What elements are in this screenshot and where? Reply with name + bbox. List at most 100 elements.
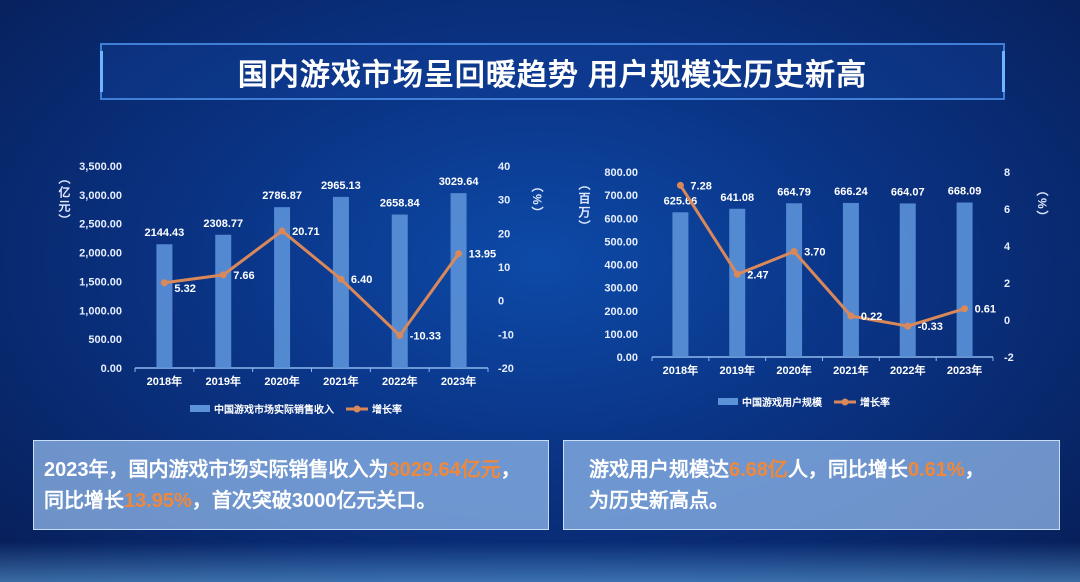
revenue-y-tick: 1,500.00 bbox=[79, 276, 122, 288]
revenue-growth-label: -10.33 bbox=[410, 330, 441, 342]
revenue-y2-tick: 40 bbox=[498, 161, 510, 173]
users-y2-tick: 8 bbox=[1004, 167, 1010, 179]
users-legend-bar-swatch bbox=[718, 398, 738, 405]
revenue-x-tick-label: 2022年 bbox=[382, 374, 417, 388]
summary-highlight: 0.61% bbox=[907, 459, 965, 481]
users-y-tick: 600.00 bbox=[604, 213, 638, 225]
users-y2-tick: 4 bbox=[1004, 241, 1011, 253]
revenue-bar bbox=[450, 193, 467, 368]
users-bar-label: 664.79 bbox=[777, 186, 811, 198]
summary-highlight: 3029.64亿元 bbox=[388, 459, 501, 481]
summary-box-revenue: 2023年，国内游戏市场实际销售收入为3029.64亿元， 同比增长13.95%… bbox=[33, 440, 549, 530]
summary-text: 人，同比增长 bbox=[787, 459, 908, 481]
revenue-bar bbox=[156, 244, 173, 368]
revenue-y-tick: 1,000.00 bbox=[79, 305, 122, 317]
bottom-glow bbox=[0, 542, 1080, 582]
users-bar bbox=[899, 203, 916, 357]
users-y-tick: 300.00 bbox=[604, 283, 638, 295]
revenue-bar-label: 3029.64 bbox=[439, 176, 480, 188]
revenue-y2-tick: -20 bbox=[498, 363, 514, 375]
users-y-tick: 400.00 bbox=[604, 260, 638, 272]
revenue-y-tick: 0.00 bbox=[101, 363, 122, 375]
users-legend-line-marker bbox=[841, 398, 849, 406]
summary-text: 为历史新高点。 bbox=[589, 490, 729, 512]
users-x-tick-label: 2018年 bbox=[663, 363, 698, 377]
revenue-growth-label: 7.66 bbox=[233, 270, 254, 282]
revenue-bar bbox=[215, 234, 232, 368]
users-growth-label: 3.70 bbox=[804, 247, 825, 259]
users-legend-bar-label: 中国游戏用户规模 bbox=[742, 396, 823, 409]
users-growth-point bbox=[676, 181, 684, 189]
users-y-tick: 200.00 bbox=[604, 306, 638, 318]
users-legend-line-label: 增长率 bbox=[860, 396, 890, 409]
revenue-growth-point bbox=[337, 275, 345, 283]
users-x-tick-label: 2021年 bbox=[833, 363, 868, 377]
users-x-tick-label: 2023年 bbox=[947, 363, 982, 377]
users-y2-tick: 2 bbox=[1004, 278, 1010, 290]
users-bar-label: 666.24 bbox=[834, 186, 869, 198]
summary-text: 同比增长 bbox=[44, 490, 124, 512]
users-y-tick: 800.00 bbox=[604, 167, 638, 179]
revenue-growth-point bbox=[455, 250, 463, 258]
users-growth-label: 2.47 bbox=[747, 269, 768, 281]
revenue-y-tick: 2,500.00 bbox=[79, 219, 122, 231]
revenue-growth-label: 20.71 bbox=[292, 226, 320, 238]
revenue-legend-line-marker bbox=[353, 405, 361, 413]
revenue-x-tick-label: 2020年 bbox=[264, 374, 299, 388]
users-y-tick: 100.00 bbox=[604, 329, 638, 341]
users-bar bbox=[729, 208, 746, 357]
revenue-bar-label: 2144.43 bbox=[145, 227, 185, 239]
users-growth-label: 7.28 bbox=[690, 180, 711, 192]
right-chart-y2-axis-label: （%） bbox=[1035, 184, 1049, 225]
revenue-y-tick: 2,000.00 bbox=[79, 248, 122, 260]
users-growth-point bbox=[847, 312, 855, 320]
users-growth-line bbox=[679, 184, 966, 328]
users-growth-point bbox=[904, 322, 912, 330]
left-chart-y2-axis-label: （%） bbox=[530, 180, 544, 221]
revenue-growth-point bbox=[396, 331, 404, 339]
revenue-x-tick-label: 2021年 bbox=[323, 374, 358, 388]
users-bar bbox=[786, 203, 803, 357]
revenue-bar bbox=[391, 214, 408, 368]
revenue-legend-bar-label: 中国游戏市场实际销售收入 bbox=[214, 403, 334, 416]
summary-highlight: 6.68亿 bbox=[729, 459, 788, 481]
users-x-tick-label: 2022年 bbox=[890, 363, 925, 377]
revenue-legend-bar-swatch bbox=[190, 405, 210, 412]
revenue-bar-label: 2965.13 bbox=[321, 180, 361, 192]
summary-box-users: 游戏用户规模达6.68亿人，同比增长0.61%， 为历史新高点。 bbox=[563, 440, 1060, 530]
summary-text: 游戏用户规模达 bbox=[589, 459, 729, 481]
users-y-tick: 700.00 bbox=[604, 190, 638, 202]
revenue-y-tick: 500.00 bbox=[88, 334, 122, 346]
revenue-growth-line bbox=[164, 229, 460, 338]
users-bar bbox=[672, 212, 689, 357]
revenue-legend-line-label: 增长率 bbox=[372, 403, 402, 416]
summary-text: ， bbox=[964, 459, 985, 481]
revenue-y2-tick: 0 bbox=[498, 296, 504, 308]
revenue-y2-tick: 10 bbox=[498, 262, 510, 274]
revenue-bar-label: 2786.87 bbox=[262, 190, 302, 202]
users-bar-label: 668.09 bbox=[948, 186, 982, 198]
users-y-tick: 0.00 bbox=[617, 352, 638, 364]
users-bar bbox=[842, 202, 859, 357]
summary-text: ，首次突破3000亿元关口。 bbox=[191, 490, 437, 512]
revenue-growth-label: 13.95 bbox=[469, 249, 497, 261]
revenue-growth-point bbox=[278, 227, 286, 235]
revenue-growth-label: 5.32 bbox=[174, 283, 195, 295]
right-chart-y-axis-label: （百万） bbox=[577, 178, 591, 234]
revenue-y2-tick: 30 bbox=[498, 195, 510, 207]
summary-highlight: 13.95% bbox=[124, 490, 192, 512]
users-growth-point bbox=[961, 305, 969, 313]
summary-text: 2023年，国内游戏市场实际销售收入为 bbox=[44, 459, 389, 481]
users-x-tick-label: 2020年 bbox=[776, 363, 811, 377]
users-growth-point bbox=[790, 248, 798, 256]
revenue-y-tick: 3,500.00 bbox=[79, 161, 122, 173]
users-growth-label: 0.22 bbox=[861, 311, 882, 323]
revenue-y2-tick: -10 bbox=[498, 329, 514, 341]
revenue-growth-point bbox=[160, 279, 168, 287]
page-title: 国内游戏市场呈回暖趋势 用户规模达历史新高 bbox=[100, 43, 1005, 100]
users-growth-label: 0.61 bbox=[975, 304, 996, 316]
revenue-x-tick-label: 2023年 bbox=[441, 374, 476, 388]
left-chart-y-axis-label: （亿元） bbox=[57, 172, 71, 228]
revenue-growth-label: 6.40 bbox=[351, 274, 372, 286]
